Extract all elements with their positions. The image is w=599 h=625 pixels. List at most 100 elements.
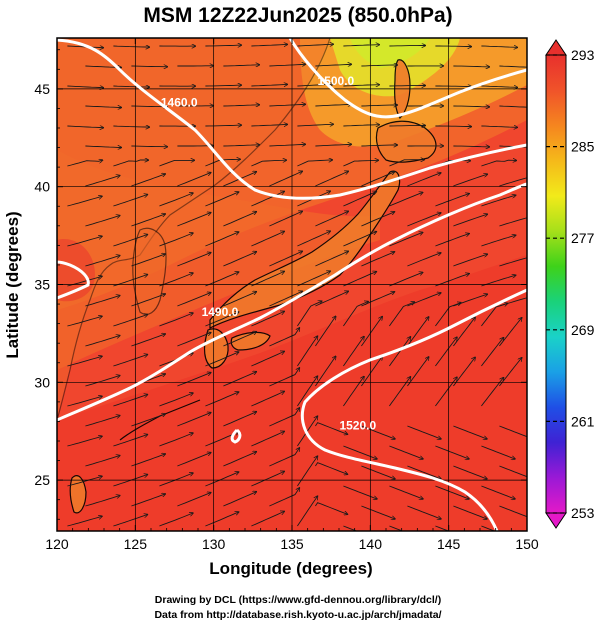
streamline: [315, 211, 348, 227]
streamline: [297, 496, 317, 527]
streamline: [481, 160, 516, 167]
streamline: [389, 272, 422, 287]
streamline: [251, 391, 284, 407]
y-tick-label: 30: [34, 374, 50, 390]
streamline: [343, 525, 358, 531]
streamline: [131, 146, 167, 147]
landmass-honshu: [209, 170, 401, 329]
streamline: [85, 176, 119, 187]
x-tick-label: 150: [515, 536, 539, 552]
streamline: [269, 368, 299, 387]
streamline: [205, 352, 238, 367]
streamline: [499, 257, 527, 267]
streamline: [453, 505, 487, 519]
streamline: [159, 313, 193, 327]
streamline: [177, 373, 210, 387]
streamline: [389, 192, 422, 207]
streamline: [223, 145, 259, 146]
streamline: [85, 106, 121, 108]
streamline: [269, 144, 305, 146]
streamline: [205, 392, 238, 407]
streamline: [113, 46, 149, 47]
streamline: [205, 512, 238, 527]
x-axis-label: Longitude (degrees): [209, 559, 372, 578]
streamline: [177, 213, 210, 227]
streamline: [343, 232, 376, 247]
streamline: [453, 254, 487, 267]
streamline: [251, 471, 284, 487]
colorbar-bottom-triangle: [545, 512, 567, 529]
streamline: [389, 302, 414, 327]
streamline: [343, 272, 376, 287]
streamline: [435, 445, 469, 459]
y-tick-label: 40: [34, 179, 50, 195]
streamline: [113, 160, 148, 167]
streamline: [113, 435, 147, 447]
streamline: [131, 414, 165, 427]
streamline: [297, 160, 332, 167]
credit-data: Data from http://database.rish.kyoto-u.a…: [154, 609, 441, 621]
streamline: [499, 465, 527, 478]
streamline: [297, 271, 330, 287]
streamline: [361, 212, 394, 227]
streamline: [315, 422, 347, 435]
streamline: [297, 124, 333, 126]
streamline: [389, 377, 410, 407]
colorbar-ticks: 253 261 269 277 285 293: [546, 47, 595, 521]
streamline: [361, 505, 395, 519]
streamline: [499, 177, 527, 187]
streamline: [343, 192, 376, 207]
streamline: [269, 251, 302, 267]
streamline: [85, 256, 119, 267]
streamline: [407, 425, 441, 439]
streamline: [269, 104, 305, 106]
colorbar-tick-label: 285: [571, 139, 595, 155]
streamline: [481, 445, 515, 459]
y-axis-label: Latitude (degrees): [3, 211, 22, 358]
streamline: [177, 253, 210, 267]
colorbar-gradient: [545, 54, 567, 514]
landmass-kyushu: [203, 328, 229, 369]
streamline: [343, 337, 364, 367]
streamline: [269, 448, 299, 467]
streamline: [251, 311, 284, 327]
streamline: [131, 254, 165, 267]
streamline: [177, 333, 210, 347]
streamline: [361, 317, 382, 347]
height-contours: [57, 38, 527, 531]
streamline: [481, 195, 515, 207]
streamline: [343, 125, 379, 126]
streamline: [177, 293, 210, 307]
landmass-hokkaido: [375, 120, 437, 163]
streamline: [315, 502, 347, 515]
streamline: [315, 251, 348, 267]
streamline: [223, 372, 256, 387]
streamline: [159, 160, 194, 167]
streamline: [453, 66, 489, 67]
streamline: [453, 425, 487, 439]
colorbar-tick-label: 261: [571, 413, 595, 429]
contour-label: 1490.0: [202, 305, 239, 319]
streamline: [85, 416, 119, 427]
streamline: [343, 377, 364, 407]
streamline: [435, 194, 469, 207]
streamline: [159, 193, 193, 207]
streamline: [131, 174, 165, 187]
contour-1520: [300, 288, 527, 531]
streamline: [251, 351, 284, 367]
streamline: [481, 126, 517, 127]
streamline: [269, 291, 302, 307]
streamline: [407, 173, 441, 187]
streamline: [481, 485, 515, 499]
streamline: [251, 431, 284, 447]
streamline: [251, 124, 287, 126]
streamline: [315, 316, 335, 347]
streamline: [85, 496, 119, 507]
map-title: MSM 12Z22Jun2025 (850.0hPa): [143, 4, 452, 27]
streamline: [269, 408, 299, 427]
streamline: [435, 485, 469, 499]
colorbar-tick-label: 277: [571, 230, 595, 246]
streamline: [435, 525, 450, 531]
streamline: [315, 462, 347, 475]
